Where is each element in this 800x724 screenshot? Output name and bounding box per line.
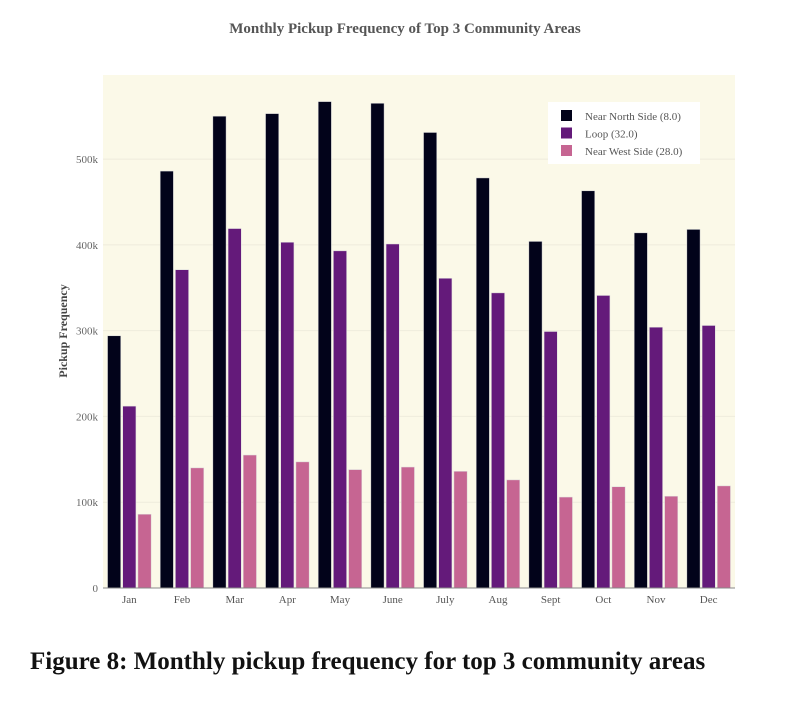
- x-tick-label: Oct: [595, 594, 611, 606]
- bar-jan-3: [137, 513, 152, 589]
- bar-sept-2: [543, 331, 558, 589]
- legend-box: [548, 102, 700, 164]
- bar-aug-3: [506, 479, 521, 589]
- bar-sept-1: [528, 241, 543, 589]
- x-tick-label: Nov: [647, 594, 666, 606]
- bar-jan-1: [107, 335, 121, 589]
- bar-oct-2: [596, 295, 611, 589]
- x-tick-label: Mar: [226, 594, 245, 606]
- y-axis-label: Pickup Frequency: [56, 284, 70, 377]
- legend-label: Near West Side (28.0): [585, 146, 683, 158]
- y-tick-label: 500k: [76, 154, 99, 166]
- bar-june-3: [401, 466, 415, 589]
- x-tick-label: Apr: [279, 594, 296, 606]
- x-tick-label: July: [436, 594, 455, 606]
- bar-july-1: [423, 132, 437, 589]
- bar-jan-2: [122, 405, 137, 589]
- bar-dec-3: [717, 485, 731, 589]
- bar-june-1: [370, 103, 385, 589]
- bar-july-2: [438, 278, 453, 589]
- x-tick-label: Sept: [541, 594, 561, 606]
- x-tick-label: June: [383, 594, 403, 606]
- y-tick-label: 200k: [76, 411, 99, 423]
- bar-may-2: [333, 250, 347, 589]
- bar-aug-1: [475, 177, 490, 589]
- bar-nov-2: [649, 326, 663, 589]
- bar-dec-1: [686, 229, 701, 589]
- bar-mar-1: [212, 115, 227, 589]
- bar-feb-3: [190, 467, 205, 589]
- y-tick-label: 100k: [76, 497, 99, 509]
- bar-dec-2: [701, 325, 716, 589]
- legend-swatch: [561, 145, 572, 156]
- legend-swatch: [561, 127, 572, 139]
- x-tick-label: Jan: [122, 594, 137, 606]
- y-tick-label: 300k: [76, 326, 99, 338]
- figure-caption: Figure 8: Monthly pickup frequency for t…: [30, 648, 706, 675]
- bar-oct-3: [611, 486, 626, 589]
- x-tick-label: Feb: [174, 594, 191, 606]
- bar-chart: Monthly Pickup Frequency of Top 3 Commun…: [56, 21, 735, 606]
- bar-oct-1: [581, 190, 595, 589]
- legend-label: Loop (32.0): [585, 129, 638, 141]
- bar-mar-3: [243, 454, 257, 589]
- bar-june-2: [385, 243, 400, 589]
- legend-swatch: [561, 110, 572, 121]
- bar-mar-2: [227, 228, 242, 589]
- bar-may-1: [317, 101, 332, 589]
- bar-feb-1: [159, 170, 174, 589]
- y-tick-label: 0: [93, 583, 99, 595]
- bar-apr-3: [295, 461, 310, 589]
- bar-july-3: [453, 471, 468, 589]
- bar-may-3: [348, 469, 363, 589]
- x-tick-label: Dec: [700, 594, 718, 606]
- bar-nov-1: [633, 232, 648, 589]
- bar-nov-3: [664, 495, 679, 589]
- bar-feb-2: [175, 269, 189, 589]
- x-tick-label: May: [330, 594, 351, 606]
- legend: Near North Side (8.0) Loop (32.0) Near Wes…: [548, 102, 700, 164]
- bar-sept-3: [559, 496, 573, 589]
- x-tick-label: Aug: [489, 594, 508, 606]
- bar-aug-2: [491, 292, 505, 589]
- bar-apr-1: [265, 113, 279, 589]
- legend-label: Near North Side (8.0): [585, 111, 681, 123]
- chart-title: Monthly Pickup Frequency of Top 3 Commun…: [229, 21, 581, 37]
- bar-apr-2: [280, 242, 295, 589]
- y-tick-label: 400k: [76, 240, 99, 252]
